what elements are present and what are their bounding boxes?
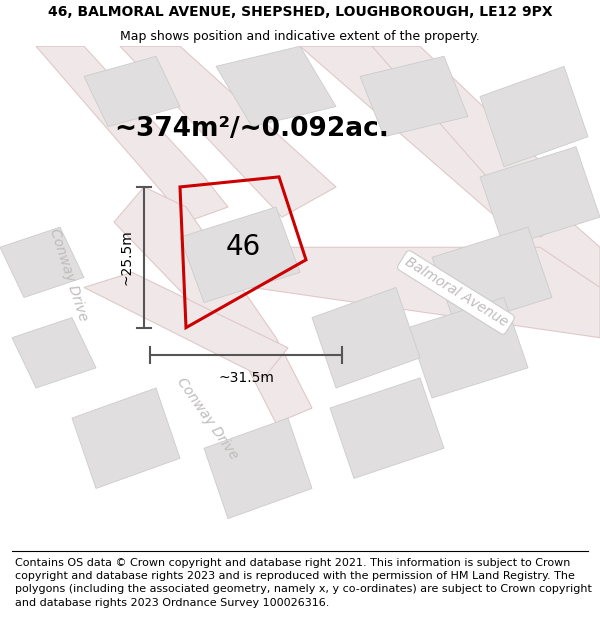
Text: Conway Drive: Conway Drive xyxy=(173,374,241,462)
Polygon shape xyxy=(84,56,180,127)
Text: 46: 46 xyxy=(226,233,260,261)
Text: ~374m²/~0.092ac.: ~374m²/~0.092ac. xyxy=(115,116,389,142)
Polygon shape xyxy=(114,187,312,423)
Polygon shape xyxy=(72,388,180,489)
Polygon shape xyxy=(120,46,336,217)
Text: ~31.5m: ~31.5m xyxy=(218,371,274,386)
Polygon shape xyxy=(408,298,528,398)
Polygon shape xyxy=(0,227,84,298)
Polygon shape xyxy=(480,147,600,248)
Polygon shape xyxy=(216,46,336,127)
Polygon shape xyxy=(84,272,288,378)
Polygon shape xyxy=(36,46,228,222)
Text: Map shows position and indicative extent of the property.: Map shows position and indicative extent… xyxy=(120,29,480,42)
Text: Conway Drive: Conway Drive xyxy=(47,227,91,323)
Polygon shape xyxy=(12,318,96,388)
Polygon shape xyxy=(180,207,300,302)
Text: Contains OS data © Crown copyright and database right 2021. This information is : Contains OS data © Crown copyright and d… xyxy=(15,558,592,608)
Text: Balmoral Avenue: Balmoral Avenue xyxy=(402,255,510,330)
Polygon shape xyxy=(204,418,312,519)
Polygon shape xyxy=(360,56,468,137)
Polygon shape xyxy=(300,46,600,308)
Polygon shape xyxy=(252,248,600,338)
Polygon shape xyxy=(432,227,552,328)
Polygon shape xyxy=(480,66,588,167)
Polygon shape xyxy=(312,288,420,388)
Text: 46, BALMORAL AVENUE, SHEPSHED, LOUGHBOROUGH, LE12 9PX: 46, BALMORAL AVENUE, SHEPSHED, LOUGHBORO… xyxy=(47,6,553,19)
Polygon shape xyxy=(330,378,444,478)
Text: ~25.5m: ~25.5m xyxy=(119,229,133,285)
Polygon shape xyxy=(372,46,588,238)
